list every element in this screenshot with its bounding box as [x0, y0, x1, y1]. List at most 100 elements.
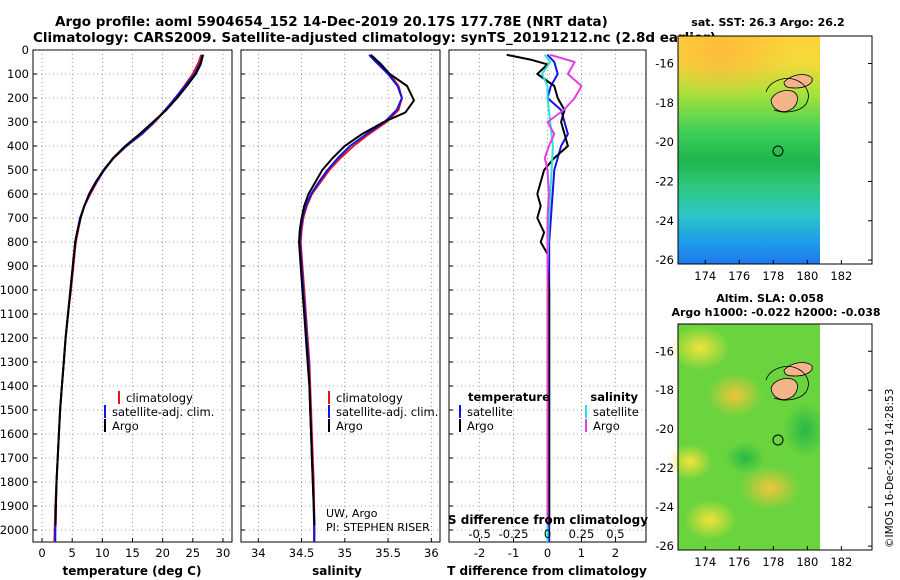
map-lon-tick-label: 182 — [830, 269, 852, 283]
legend-swatch-satellite — [104, 405, 106, 418]
legend-label-s-satellite: satellite — [593, 405, 639, 419]
depth-tick-label: 1600 — [0, 427, 29, 441]
pi-annotation-line1: UW, Argo — [326, 507, 378, 520]
map-lat-tick-label: -16 — [655, 57, 674, 71]
x-tick-label: 35 — [338, 546, 353, 560]
fiji-island-main — [770, 378, 798, 400]
x-tick-label: 5 — [69, 546, 76, 560]
salinity-x-axis-label: salinity — [312, 564, 362, 578]
imos-timestamp: ©IMOS 16-Dec-2019 14:28:53 — [884, 389, 896, 548]
depth-tick-label: 400 — [7, 139, 29, 153]
sst-map-title: sat. SST: 26.3 Argo: 26.2 — [691, 16, 844, 29]
series-line-satellite — [54, 54, 204, 542]
x-tick-label: 2 — [612, 546, 619, 560]
salinity-grid — [241, 49, 440, 542]
map-lon-tick-label: 176 — [728, 269, 750, 283]
series-line-satellite — [298, 54, 403, 542]
depth-tick-label: 1700 — [0, 451, 29, 465]
depth-axis-ticks: 0 100 200 300 400 500 600 700 800 900 1000 1100 1200… — [0, 43, 29, 537]
legend-swatch-t-argo — [459, 419, 461, 432]
series-line-climatology — [53, 54, 203, 543]
depth-tick-label: 1400 — [0, 379, 29, 393]
sla-anomaly-5 — [684, 500, 736, 540]
sla-map-title-line1: Altim. SLA: 0.058 — [716, 292, 823, 305]
legend-label-t-satellite: satellite — [467, 405, 513, 419]
map-lon-tick-label: 182 — [830, 555, 852, 569]
map-lon-tick-label: 178 — [762, 555, 784, 569]
legend-label-argo: Argo — [336, 419, 363, 433]
temperature-plot-frame — [32, 49, 233, 543]
sst-map-panel: sat. SST: 26.3 Argo: 26.2 174 176 178 180 18… — [655, 16, 873, 283]
map-lon-tick-label: 176 — [728, 555, 750, 569]
s-difference-label: S difference from climatology — [448, 513, 648, 527]
map-lat-tick-label: -22 — [655, 174, 674, 188]
legend-label-climatology: climatology — [336, 391, 403, 405]
legend-header-temperature: temperature — [468, 390, 550, 404]
x-tick-label: 36 — [424, 546, 439, 560]
fiji-reef-outline — [765, 78, 809, 113]
series-line-argo — [298, 54, 415, 526]
sla-map-frame — [677, 323, 873, 551]
map-lat-tick-label: -24 — [655, 500, 674, 514]
difference-top-x-ticks: -0.5 -0.25 0 0.25 0.5 — [468, 527, 624, 541]
map-lat-tick-label: -16 — [655, 344, 674, 358]
x-tick-label: 1 — [578, 546, 585, 560]
map-lon-tick-label: 180 — [796, 555, 818, 569]
depth-tick-label: 0 — [22, 43, 29, 57]
difference-panel: -2 -1 0 1 2 -0.5 -0.25 0 0.25 0.5 T difference f… — [447, 49, 648, 578]
top-x-tick-label: 0 — [544, 527, 551, 541]
depth-tick-label: 200 — [7, 91, 29, 105]
temperature-x-ticks: 0 5 10 15 20 25 30 — [38, 546, 230, 560]
legend-swatch-t-satellite — [459, 405, 461, 418]
series-line-argo — [54, 54, 205, 526]
sst-map-ticks: 174 176 178 180 182 -16 -18 -20 -22 -24 -26 — [655, 57, 872, 283]
temperature-series — [53, 54, 205, 543]
temperature-panel: 0 5 10 15 20 25 30 temperature (deg C) climato… — [32, 49, 233, 578]
legend-label-argo: Argo — [112, 419, 139, 433]
map-lat-tick-label: -22 — [655, 461, 674, 475]
map-lat-tick-label: -26 — [655, 539, 674, 553]
sla-anomaly-6 — [783, 402, 827, 458]
map-lat-tick-label: -24 — [655, 214, 674, 228]
x-tick-label: 15 — [125, 546, 140, 560]
sla-map-panel: Altim. SLA: 0.058 Argo h1000: -0.022 h20… — [655, 292, 880, 569]
map-lon-tick-label: 174 — [694, 555, 716, 569]
top-x-tick-label: -0.25 — [499, 527, 529, 541]
depth-tick-label: 1200 — [0, 331, 29, 345]
series-line-climatology — [299, 54, 403, 542]
depth-tick-label: 1100 — [0, 307, 29, 321]
sst-no-data-area — [820, 36, 872, 264]
series-line-s-argo — [543, 53, 583, 526]
x-tick-label: -1 — [508, 546, 519, 560]
sla-no-data-area — [820, 324, 872, 550]
legend-swatch-argo — [104, 419, 106, 432]
depth-tick-label: 600 — [7, 187, 29, 201]
x-tick-label: -2 — [474, 546, 485, 560]
x-tick-label: 30 — [216, 546, 231, 560]
depth-tick-label: 1800 — [0, 475, 29, 489]
salinity-plot-frame — [240, 49, 441, 543]
depth-tick-label: 500 — [7, 163, 29, 177]
sla-map-title-line2: Argo h1000: -0.022 h2000: -0.038 — [671, 306, 880, 319]
map-lat-tick-label: -18 — [655, 383, 674, 397]
legend-label-s-argo: Argo — [593, 419, 620, 433]
figure-title-line2: Climatology: CARS2009. Satellite-adjuste… — [33, 30, 716, 46]
salinity-x-ticks: 34 34.5 35 35.5 36 — [251, 546, 439, 560]
difference-grid — [449, 49, 646, 542]
legend-swatch-argo — [328, 419, 330, 432]
sla-anomaly-3 — [668, 444, 712, 480]
legend-swatch-s-satellite — [585, 405, 587, 418]
figure-title-line1: Argo profile: aoml 5904654_152 14-Dec-20… — [55, 14, 608, 30]
temperature-x-axis-label: temperature (deg C) — [63, 564, 202, 578]
sla-anomaly-1 — [670, 326, 730, 370]
legend-swatch-satellite — [328, 405, 330, 418]
legend-header-salinity: salinity — [590, 390, 638, 404]
depth-tick-label: 300 — [7, 115, 29, 129]
legend-label-t-argo: Argo — [467, 419, 494, 433]
depth-tick-label: 1000 — [0, 283, 29, 297]
temperature-legend: climatology satellite-adj. clim. Argo — [104, 391, 214, 433]
sla-anomaly-4 — [740, 466, 800, 510]
difference-series — [506, 53, 583, 542]
x-tick-label: 25 — [185, 546, 200, 560]
temperature-grid — [33, 49, 232, 542]
